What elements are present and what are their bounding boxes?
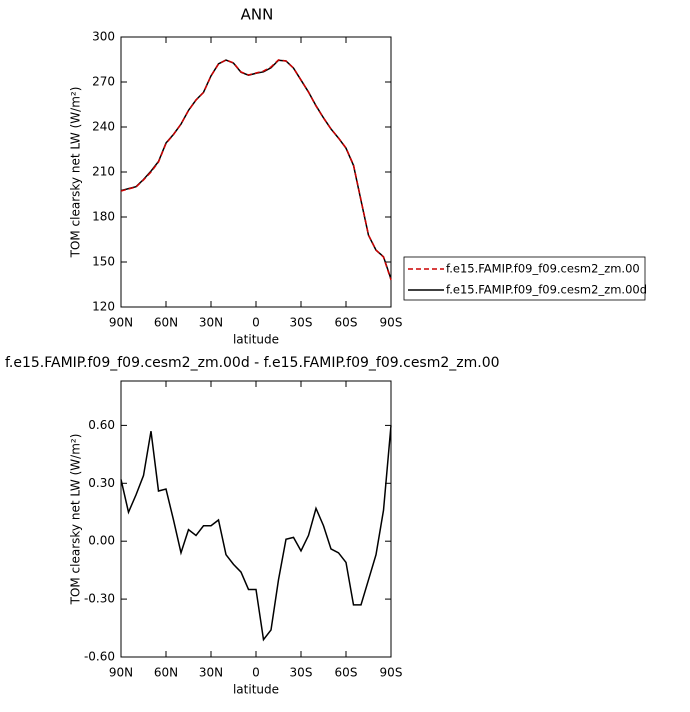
data-line (120, 425, 392, 642)
y-tick-label: 0.30 (88, 476, 115, 490)
y-tick-label: 210 (92, 165, 115, 179)
x-tick-label: 0 (252, 666, 260, 680)
x-tick-label: 90N (109, 316, 133, 330)
y-tick-label: 0.60 (88, 418, 115, 432)
x-tick-label: 60N (154, 316, 178, 330)
legend-label: f.e15.FAMIP.f09_f09.cesm2_zm.00d (446, 283, 647, 297)
plot-frame (120, 36, 392, 308)
chart-title: ANN (241, 6, 274, 24)
x-axis-label: latitude (233, 333, 279, 347)
x-tick-label: 0 (252, 316, 260, 330)
x-tick-label: 60N (154, 666, 178, 680)
x-tick-label: 60S (335, 666, 358, 680)
y-tick-label: 270 (92, 75, 115, 89)
y-tick-label: 300 (92, 30, 115, 44)
y-tick-label: -0.60 (84, 650, 115, 664)
x-tick-label: 90N (109, 666, 133, 680)
data-line (120, 59, 392, 281)
x-axis-label: latitude (233, 683, 279, 697)
x-tick-label: 90S (380, 666, 403, 680)
plot-frame (120, 380, 392, 658)
x-tick-label: 30N (199, 316, 223, 330)
y-axis-label: TOM clearsky net LW (W/m²) (69, 434, 83, 606)
legend-label: f.e15.FAMIP.f09_f09.cesm2_zm.00 (446, 262, 640, 276)
chart-title: f.e15.FAMIP.f09_f09.cesm2_zm.00d - f.e15… (5, 355, 500, 371)
y-tick-label: 0.00 (88, 534, 115, 548)
x-tick-label: 30S (290, 666, 313, 680)
x-tick-label: 60S (335, 316, 358, 330)
x-tick-label: 90S (380, 316, 403, 330)
y-tick-label: 120 (92, 300, 115, 314)
y-tick-label: 240 (92, 120, 115, 134)
x-tick-label: 30N (199, 666, 223, 680)
data-line (120, 59, 392, 280)
y-tick-label: 180 (92, 210, 115, 224)
legend-box (403, 256, 646, 301)
y-axis-label: TOM clearsky net LW (W/m²) (69, 87, 83, 259)
x-tick-label: 30S (290, 316, 313, 330)
y-tick-label: -0.30 (84, 592, 115, 606)
y-tick-label: 150 (92, 255, 115, 269)
